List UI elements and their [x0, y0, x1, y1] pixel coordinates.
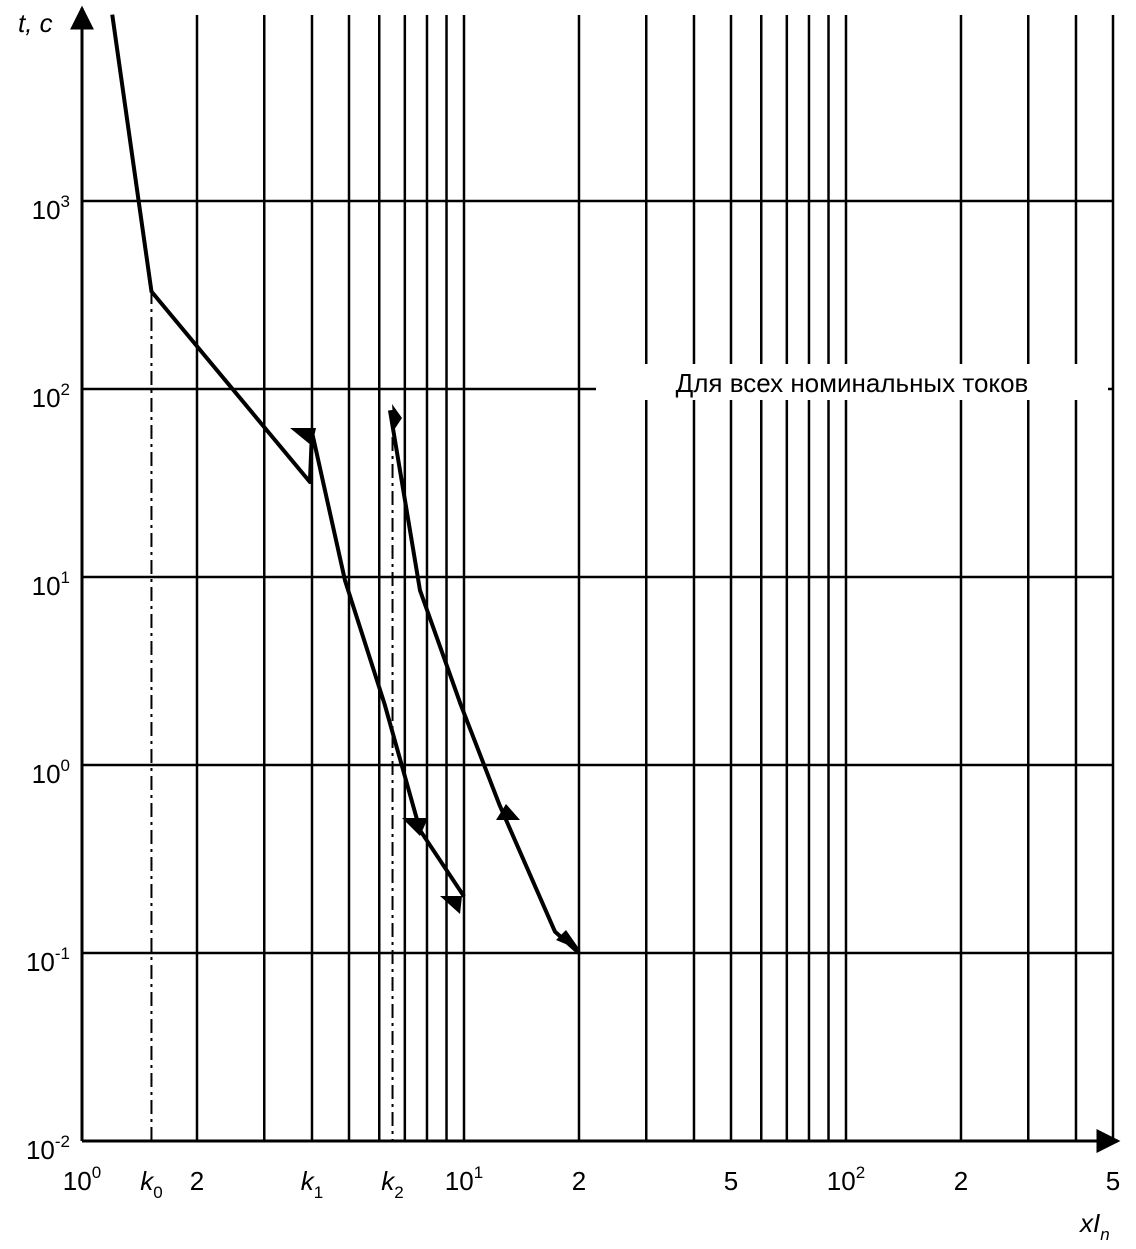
tick-subscript: 2: [394, 1183, 403, 1202]
tick-base: 10: [827, 1166, 856, 1196]
arrowhead: [290, 428, 316, 446]
tick-power: 1: [474, 1163, 483, 1182]
tick-base: 10: [63, 1166, 92, 1196]
tick-base: 10: [26, 947, 55, 977]
x-tick-label: 100: [63, 1163, 101, 1196]
x-tick-label: 5: [724, 1166, 738, 1196]
tick-power: 0: [92, 1163, 101, 1182]
tick-base: 10: [32, 383, 61, 413]
y-tick-label: 101: [32, 568, 70, 601]
tick-power: -1: [55, 944, 70, 963]
x-tick-label: 5: [1106, 1166, 1120, 1196]
x-tick-label: 2: [190, 1166, 204, 1196]
x-tick-label: 102: [827, 1163, 865, 1196]
tick-power: 3: [61, 192, 70, 211]
tick-base: 2: [572, 1166, 586, 1196]
tick-base: 10: [445, 1166, 474, 1196]
y-axis-label: t, c: [18, 8, 53, 38]
tick-power: 0: [61, 756, 70, 775]
tick-base: 10: [32, 759, 61, 789]
y-tick-label: 102: [32, 380, 70, 413]
x-tick-label: 2: [572, 1166, 586, 1196]
curve: [110, 14, 466, 898]
x-tick-label: 101: [445, 1163, 483, 1196]
annotation-bg: [596, 364, 1108, 400]
x-axis-label: xIn: [1078, 1208, 1110, 1244]
y-tick-label: 103: [32, 192, 70, 225]
arrowhead: [392, 404, 402, 430]
tick-base: k: [381, 1166, 396, 1196]
arrowhead: [556, 930, 580, 950]
x-tick-label: k2: [381, 1166, 403, 1202]
x-label-base: xI: [1078, 1208, 1100, 1238]
tick-base: 10: [32, 571, 61, 601]
tick-base: k: [301, 1166, 316, 1196]
x-tick-label: k1: [301, 1166, 323, 1202]
tick-base: 5: [1106, 1166, 1120, 1196]
tick-power: 1: [61, 568, 70, 587]
curve: [387, 410, 581, 955]
tick-base: 10: [26, 1135, 55, 1165]
y-tick-label: 10-1: [26, 944, 70, 977]
tick-base: 10: [32, 195, 61, 225]
arrowhead: [496, 804, 520, 820]
y-tick-label: 10-2: [26, 1132, 70, 1165]
tick-base: 2: [954, 1166, 968, 1196]
x-label-subscript: n: [1100, 1225, 1109, 1244]
arrowhead: [402, 818, 428, 836]
x-tick-label: 2: [954, 1166, 968, 1196]
annotation: Для всех номинальных токов: [676, 368, 1029, 398]
tick-base: k: [140, 1166, 155, 1196]
y-tick-label: 100: [32, 756, 70, 789]
tick-base: 5: [724, 1166, 738, 1196]
tick-subscript: 0: [153, 1183, 162, 1202]
arrowhead: [440, 896, 462, 914]
tick-subscript: 1: [314, 1183, 323, 1202]
x-tick-label: k0: [140, 1166, 162, 1202]
tick-power: -2: [55, 1132, 70, 1151]
tick-power: 2: [856, 1163, 865, 1182]
tick-power: 2: [61, 380, 70, 399]
